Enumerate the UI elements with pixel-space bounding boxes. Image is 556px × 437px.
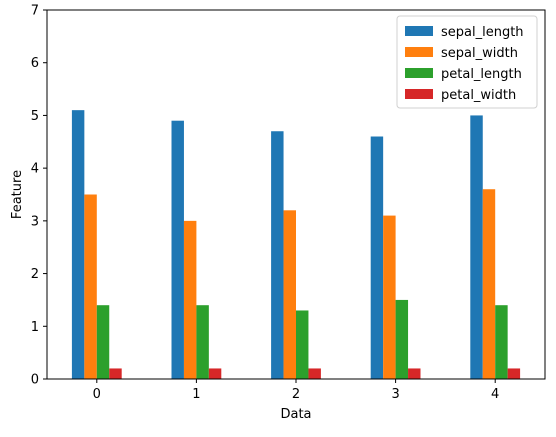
bar-petal_length-1	[196, 305, 209, 379]
bar-petal_width-4	[507, 368, 521, 379]
y-axis-title: Feature	[10, 170, 25, 219]
bar-petal_length-3	[395, 299, 409, 379]
y-tick-label-7: 7	[31, 4, 39, 19]
bar-sepal_width-4	[482, 189, 496, 379]
legend-label-petal_width: petal_width	[441, 88, 516, 103]
legend-box	[396, 15, 538, 109]
bar-sepal_length-4	[470, 115, 483, 380]
bars-group	[71, 110, 521, 380]
bar-petal_length-2	[296, 310, 309, 379]
bar-petal_length-0	[96, 305, 110, 379]
bar-sepal_length-0	[71, 110, 85, 379]
legend: sepal_length sepal_width petal_lengthpetal…	[396, 15, 538, 109]
x-tick-label-1: 1	[192, 387, 200, 402]
x-tick-label-0: 0	[93, 387, 101, 402]
legend-label-petal_length: petal_length	[441, 67, 522, 82]
bar-sepal_length-3	[370, 136, 384, 379]
legend-label-sepal_length: sepal_length	[441, 25, 524, 40]
legend-swatch-petal_length	[405, 68, 433, 78]
bar-sepal_width-2	[283, 210, 296, 379]
y-tick-label-3: 3	[31, 214, 39, 229]
bar-sepal_width-0	[84, 194, 97, 379]
bar-sepal_width-1	[183, 220, 197, 379]
legend-swatch-petal_width	[405, 89, 433, 99]
legend-swatch-sepal_length	[405, 26, 433, 36]
legend-label-sepal_width: sepal_width	[441, 46, 518, 61]
x-tick-label-2: 2	[292, 387, 300, 402]
bar-petal_width-0	[109, 368, 122, 379]
x-axis-title: Data	[280, 407, 311, 422]
bar-sepal_length-2	[271, 131, 284, 379]
legend-swatch-sepal_width	[405, 47, 433, 57]
y-tick-label-0: 0	[31, 373, 39, 388]
bar-petal_width-3	[408, 368, 421, 379]
y-tick-label-6: 6	[31, 56, 39, 71]
bar-petal_length-4	[495, 305, 508, 379]
ticks-group: 0 1 2 3 4 5 6 7 0 1 2 3 4	[31, 4, 500, 403]
y-tick-label-4: 4	[31, 162, 39, 177]
y-tick-label-5: 5	[31, 109, 39, 124]
bar-sepal_width-3	[383, 215, 396, 379]
bar-sepal_length-1	[171, 120, 184, 379]
x-tick-label-4: 4	[491, 387, 499, 402]
x-tick-label-3: 3	[391, 387, 399, 402]
y-tick-label-2: 2	[31, 267, 39, 282]
bar-petal_width-1	[208, 368, 222, 379]
bar-petal_width-2	[308, 368, 321, 379]
y-tick-label-1: 1	[31, 320, 39, 335]
